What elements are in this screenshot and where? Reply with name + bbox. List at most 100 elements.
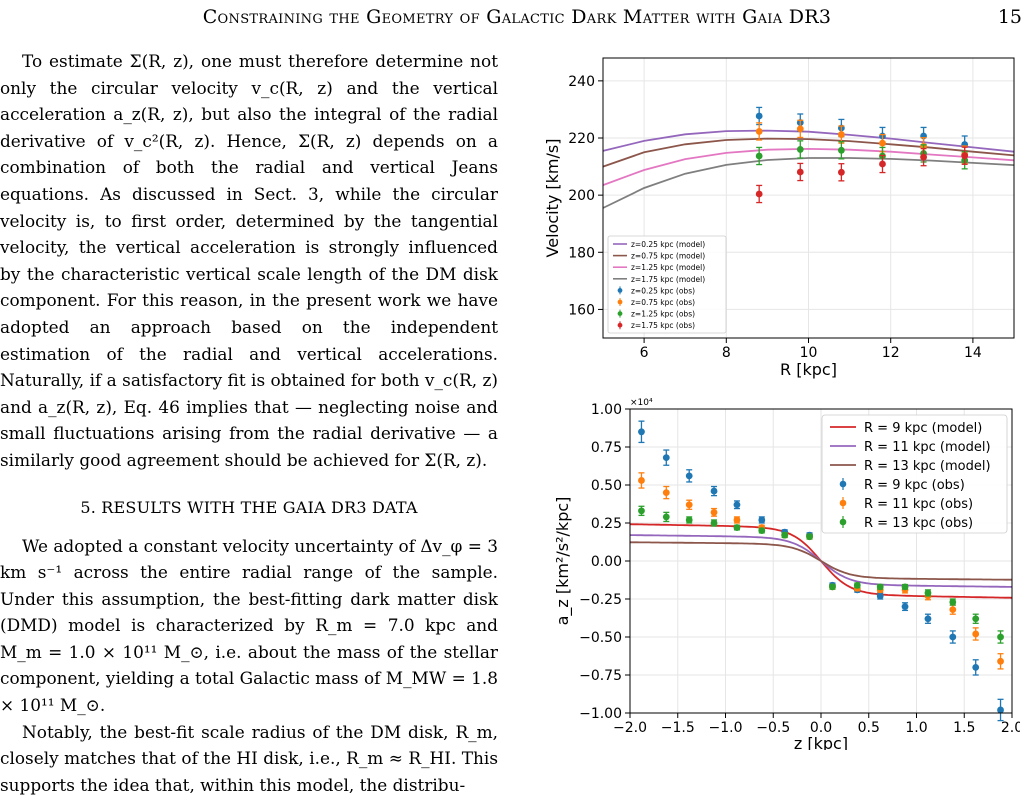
model-line: [602, 157, 1015, 209]
obs-point: [949, 633, 957, 641]
obs-point: [710, 519, 718, 527]
obs-point: [638, 507, 645, 515]
obs-point: [662, 513, 670, 521]
obs-point: [710, 487, 718, 495]
obs-point: [997, 706, 1004, 714]
obs-point: [638, 477, 645, 484]
legend-label: R = 11 kpc (obs): [864, 497, 973, 512]
legend-label: z=0.25 kpc (obs): [631, 286, 695, 295]
legend-label: R = 11 kpc (model): [864, 440, 991, 455]
axis-scale-label: ×10⁴: [630, 398, 653, 408]
velocity-figure: 6 8 10 12 14 160 180 200 220 240 R [kpc] Velocity […: [543, 57, 1015, 379]
obs-point: [879, 139, 886, 147]
page-number: 15: [997, 6, 1022, 28]
y-tick-label: −1.00: [579, 706, 622, 722]
model-line: [602, 137, 1015, 168]
section-heading: 5. RESULTS WITH THE GAIA DR3 DATA: [80, 497, 418, 517]
obs-point: [829, 583, 836, 591]
obs-point: [972, 615, 980, 623]
legend-label: z=1.25 kpc (obs): [631, 310, 695, 319]
legend-box: [607, 235, 727, 334]
y-tick-label: 0.25: [591, 516, 622, 532]
x-tick-label: 10: [800, 345, 818, 361]
legend-marker: [617, 322, 623, 328]
legend-label: z=0.75 kpc (model): [631, 252, 705, 261]
obs-point: [837, 131, 845, 138]
y-tick-label: 240: [568, 74, 595, 90]
obs-point: [997, 657, 1004, 665]
y-tick-label: 1.00: [591, 402, 622, 418]
y-tick-label: 200: [568, 188, 595, 204]
y-tick-label: −0.50: [579, 630, 622, 646]
legend-marker: [839, 518, 847, 526]
obs-point: [758, 527, 766, 534]
obs-point: [758, 516, 766, 524]
obs-point: [997, 633, 1004, 641]
model-line: [602, 147, 1015, 186]
obs-point: [662, 489, 670, 496]
legend-label: R = 13 kpc (model): [864, 459, 991, 474]
legend-marker: [617, 311, 623, 316]
paragraph-1-text: To estimate Σ(R, z), one must therefore …: [0, 51, 498, 470]
legend-box: [821, 414, 1008, 534]
obs-point: [755, 128, 763, 135]
obs-point: [733, 524, 741, 531]
x-tick-label: 1.5: [953, 720, 975, 736]
obs-point: [796, 125, 804, 133]
y-tick-label: 180: [568, 245, 595, 261]
obs-point: [949, 598, 957, 606]
y-axis-label: Velocity [km/s]: [543, 139, 562, 258]
legend-marker: [839, 499, 847, 507]
legend-label: R = 9 kpc (obs): [864, 478, 965, 493]
obs-point: [920, 153, 927, 161]
x-tick-label: −0.5: [756, 720, 790, 736]
obs-series: [755, 146, 969, 204]
obs-point: [837, 146, 845, 154]
y-tick-label: 220: [568, 131, 595, 147]
paragraph-2-text: We adopted a constant velocity uncertain…: [0, 535, 498, 716]
y-tick-label: 0.00: [591, 554, 622, 570]
legend-label: z=0.25 kpc (model): [631, 240, 705, 249]
y-tick-label: −0.25: [579, 592, 622, 608]
paragraph-3-text: Notably, the best-fit scale radius of th…: [0, 721, 498, 795]
obs-point: [755, 152, 763, 160]
obs-point: [781, 531, 789, 539]
x-tick-label: 0.0: [810, 720, 832, 736]
x-tick-label: 14: [964, 345, 982, 361]
x-tick-label: 1.0: [905, 720, 927, 736]
x-tick-label: −1.0: [709, 720, 743, 736]
legend-marker: [617, 299, 623, 305]
obs-point: [972, 630, 980, 638]
obs-point: [853, 581, 861, 589]
obs-point: [638, 428, 645, 436]
legend-marker: [617, 288, 623, 293]
x-tick-label: −2.0: [613, 720, 647, 736]
obs-point: [685, 472, 693, 480]
text-column: To estimate Σ(R, z), one must therefore …: [0, 48, 498, 798]
obs-point: [796, 168, 804, 176]
obs-point: [972, 664, 980, 671]
obs-point: [924, 589, 932, 597]
legend-label: R = 13 kpc (obs): [864, 516, 973, 531]
obs-point: [733, 501, 741, 509]
legend-marker: [839, 480, 847, 488]
page-header: Constraining the Geometry of Galactic Da…: [0, 0, 1034, 40]
x-tick-label: 12: [882, 345, 900, 361]
obs-point: [685, 501, 693, 509]
y-tick-label: 0.75: [591, 440, 622, 456]
obs-point: [755, 190, 763, 198]
y-axis-label: a_z [km²/s²/kpc]: [553, 497, 573, 626]
obs-point: [949, 606, 957, 614]
model-line: [630, 541, 1012, 581]
obs-series: [638, 505, 1004, 644]
x-axis-label: R [kpc]: [780, 360, 837, 379]
obs-point: [806, 533, 813, 541]
x-tick-label: 6: [640, 345, 649, 361]
obs-point: [901, 603, 909, 610]
obs-point: [876, 583, 884, 591]
legend-label: R = 9 kpc (model): [864, 421, 982, 436]
paragraph-3: Notably, the best-fit scale radius of th…: [0, 719, 498, 798]
running-title: Constraining the Geometry of Galactic Da…: [202, 6, 832, 28]
acceleration-figure: −2.0 −1.5 −1.0 −0.5 0.0 0.5 1.0 1.5 2.0 −1.00 −0.7…: [553, 398, 1020, 750]
obs-point: [733, 516, 741, 524]
